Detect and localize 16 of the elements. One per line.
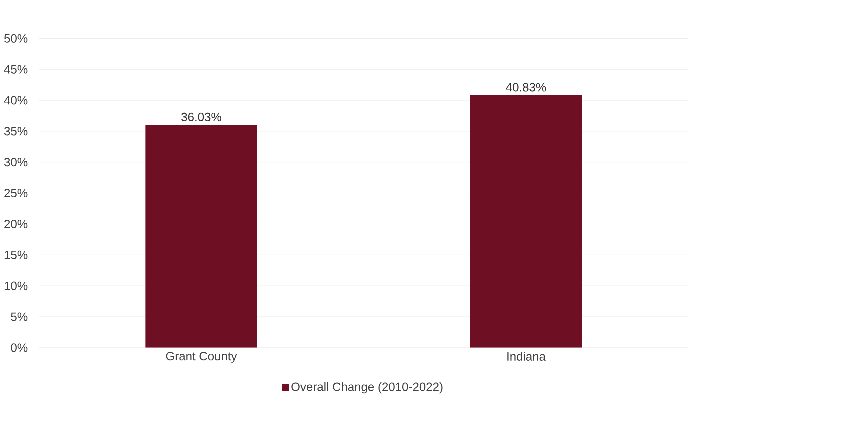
y-tick-label: 50% — [4, 34, 28, 43]
y-tick-label: 35% — [4, 127, 28, 136]
legend-label: Overall Change (2010-2022) — [292, 382, 443, 394]
y-tick-label: 0% — [11, 344, 28, 352]
x-tick-label: Indiana — [508, 352, 546, 361]
x-tick-label: Grant County — [166, 352, 238, 364]
y-tick-label: 30% — [4, 158, 28, 167]
y-tick-label: 15% — [4, 250, 28, 260]
data-label: 36.03% — [182, 112, 222, 122]
y-tick-label: 10% — [4, 282, 28, 290]
y-tick-label: 25% — [4, 189, 28, 198]
y-tick-label: 5% — [11, 312, 28, 322]
y-tick-label: 40% — [4, 96, 28, 105]
y-tick-label: 45% — [4, 65, 28, 74]
data-label: 40.83% — [506, 83, 546, 92]
y-tick-label: 20% — [4, 220, 28, 228]
